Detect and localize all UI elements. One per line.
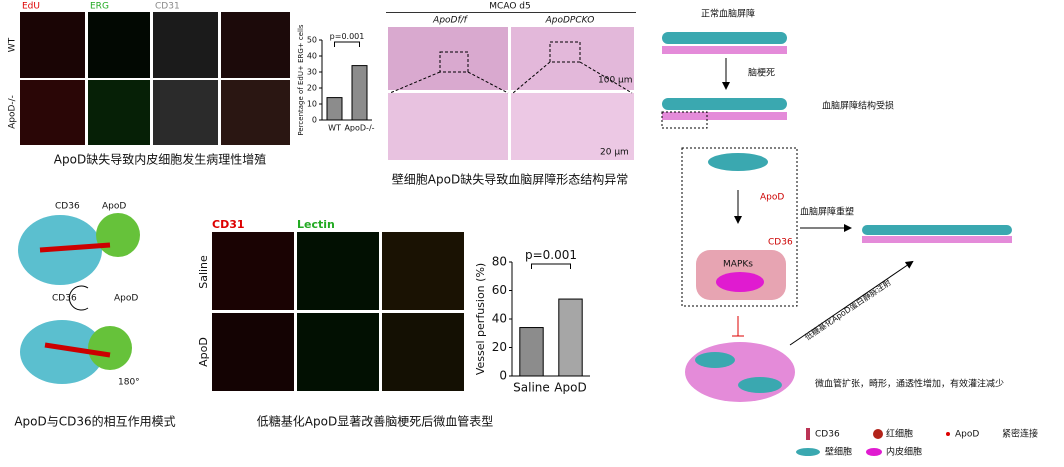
rule: [386, 12, 636, 13]
diagram-label: MAPKs: [723, 260, 753, 270]
diagram-label: 正常血脑屏障: [701, 8, 755, 20]
structure-label: ApoD: [114, 294, 138, 304]
structure-label: CD36: [52, 294, 77, 304]
micrographs-1: [20, 12, 290, 145]
column-label: ApoDf/f: [432, 16, 469, 26]
y-tick-label: 10: [307, 100, 317, 109]
caption: 壁细胞ApoD缺失导致血脑屏障形态结构异常: [392, 172, 628, 187]
protein-structure: [18, 213, 140, 384]
diagram-label: 血脑屏障重塑: [800, 206, 854, 218]
y-axis-label: Percentage of EdU+ ERG+ cells: [297, 24, 305, 136]
structure-label: CD36: [55, 202, 80, 212]
y-tick-label: 60: [492, 283, 507, 297]
y-tick-label: 20: [307, 84, 317, 93]
legend-label: 内皮细胞: [886, 446, 922, 458]
x-tick-label: Saline: [513, 381, 550, 395]
row-label: ApoD: [197, 337, 210, 367]
diagram-label: 低糖基化ApoD蛋白静脉注射: [803, 277, 893, 342]
y-tick-label: 80: [492, 255, 507, 269]
diagram-label: 血脑屏障结构受损: [822, 100, 894, 112]
legend-label: 红细胞: [886, 428, 913, 440]
caption: ApoD缺失导致内皮细胞发生病理性增殖: [54, 152, 266, 167]
y-tick-label: 0: [499, 369, 507, 383]
y-tick-label: 40: [492, 312, 507, 326]
structure-label: ApoD: [102, 202, 126, 212]
bar: [519, 327, 544, 377]
panel-title: MCAO d5: [489, 2, 530, 12]
legend-label: CD36: [815, 430, 840, 440]
caption: ApoD与CD36的相互作用模式: [14, 414, 175, 429]
caption: 低糖基化ApoD显著改善脑梗死后微血管表型: [257, 414, 493, 429]
diagram-label: 微血管扩张，畸形，通透性增加，有效灌注减少: [815, 378, 1004, 390]
diagram-label: ApoD: [760, 193, 784, 203]
diagram-shapes: [661, 32, 1012, 456]
legend-label: 紧密连接: [1002, 428, 1038, 440]
bar: [326, 97, 343, 121]
y-tick-label: 0: [312, 116, 317, 125]
scale-label: 100 μm: [598, 76, 633, 86]
y-tick-label: 20: [492, 340, 507, 354]
y-tick-label: 50: [307, 36, 317, 45]
legend-label: 壁细胞: [825, 446, 852, 458]
column-label: ApoDPCKO: [545, 16, 595, 26]
annotation: p=0.001: [330, 32, 365, 41]
histology: [388, 27, 634, 160]
diagram-label: CD36: [768, 238, 793, 248]
x-tick-label: WT: [328, 124, 341, 133]
row-label: WT: [8, 37, 18, 52]
micrographs-4: [212, 232, 464, 391]
row-label: ApoD-/-: [8, 95, 18, 129]
channel-label: EdU: [22, 2, 40, 12]
y-axis-label: Vessel perfusion (%): [474, 263, 487, 375]
y-tick-label: 30: [307, 68, 317, 77]
structure-label: 180°: [118, 378, 140, 388]
bar: [351, 65, 368, 121]
diagram-label: 脑梗死: [748, 67, 775, 79]
channel-label: CD31: [155, 2, 180, 12]
channel-label: ERG: [90, 2, 109, 12]
x-tick-label: ApoD: [554, 381, 586, 395]
scale-label: 20 μm: [600, 148, 629, 158]
row-label: Saline: [197, 255, 210, 289]
x-tick-label: ApoD-/-: [344, 124, 374, 133]
y-tick-label: 40: [307, 52, 317, 61]
significance-bracket: [334, 41, 360, 47]
channel-label: CD31: [212, 218, 245, 231]
channel-label: Lectin: [297, 218, 335, 231]
legend-label: ApoD: [955, 430, 979, 440]
annotation: p=0.001: [525, 248, 577, 262]
bar: [558, 298, 583, 377]
significance-bracket: [531, 263, 571, 269]
